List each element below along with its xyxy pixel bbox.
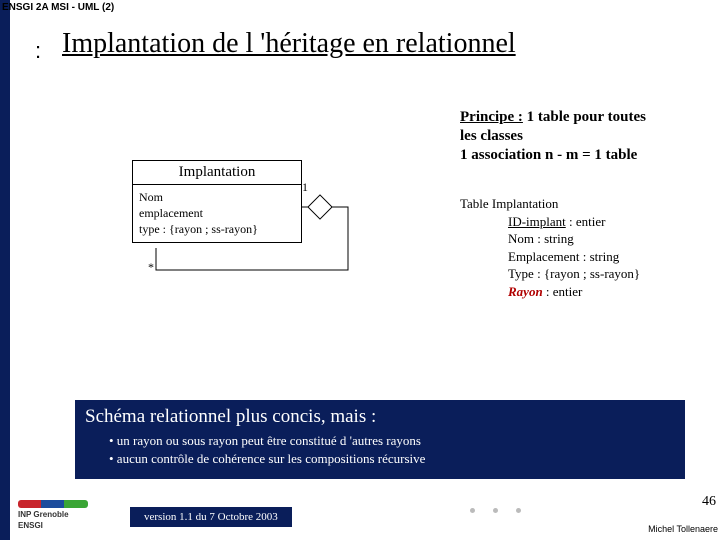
table-field-type: : string xyxy=(579,249,619,264)
table-extra-name: Rayon xyxy=(508,284,543,299)
table-field-type: : entier xyxy=(566,214,606,229)
principle-line2: les classes xyxy=(460,128,523,144)
uml-attr: Nom xyxy=(139,189,295,205)
table-field: Type : {rayon ; ss-rayon} xyxy=(460,265,640,283)
table-field-name: Nom xyxy=(508,231,534,246)
left-stripe xyxy=(0,0,10,540)
table-field: ID-implant : entier xyxy=(460,213,640,231)
table-field: Nom : string xyxy=(460,230,640,248)
table-field-name: ID-implant xyxy=(508,214,566,229)
principle-text: Principe : 1 table pour toutes les class… xyxy=(460,108,646,164)
table-field-type: : string xyxy=(534,231,574,246)
uml-class-name: Implantation xyxy=(133,161,301,185)
principle-label: Principe : xyxy=(460,109,523,125)
table-field-name: Emplacement xyxy=(508,249,579,264)
page-number: 46 xyxy=(702,494,716,510)
principle-line1: 1 table pour toutes xyxy=(523,109,646,125)
conclusion-item: • un rayon ou sous rayon peut être const… xyxy=(109,432,675,450)
conclusion-box: Schéma relationnel plus concis, mais : •… xyxy=(75,400,685,479)
logo: INP Grenoble ENSGI xyxy=(18,500,88,530)
table-extra-type: : entier xyxy=(546,284,582,299)
table-field-name: Type xyxy=(508,266,534,281)
decorative-dots xyxy=(470,500,539,518)
multiplicity-star: * xyxy=(148,260,154,275)
table-description: Table Implantation ID-implant : entierNo… xyxy=(460,195,640,300)
multiplicity-one: 1 xyxy=(302,180,308,195)
colon: : xyxy=(35,38,41,64)
logo-bar-icon xyxy=(18,500,88,508)
conclusion-item: • aucun contrôle de cohérence sur les co… xyxy=(109,450,675,468)
logo-line2: ENSGI xyxy=(18,521,88,530)
uml-class-box: Implantation Nomemplacementtype : {rayon… xyxy=(132,160,302,243)
page-title: Implantation de l 'héritage en relationn… xyxy=(62,28,516,60)
principle-line3: 1 association n - m = 1 table xyxy=(460,147,637,163)
conclusion-list: • un rayon ou sous rayon peut être const… xyxy=(85,432,675,467)
author-label: Michel Tollenaere xyxy=(648,524,718,534)
uml-aggregation-diamond xyxy=(307,194,332,219)
uml-attr: type : {rayon ; ss-rayon} xyxy=(139,221,295,237)
conclusion-title: Schéma relationnel plus concis, mais : xyxy=(85,406,675,428)
uml-attr: emplacement xyxy=(139,205,295,221)
version-label: version 1.1 du 7 Octobre 2003 xyxy=(130,507,292,527)
logo-line1: INP Grenoble xyxy=(18,510,88,519)
uml-attributes: Nomemplacementtype : {rayon ; ss-rayon} xyxy=(133,185,301,242)
table-field: Emplacement : string xyxy=(460,248,640,266)
course-header: ENSGI 2A MSI - UML (2) xyxy=(2,2,114,13)
table-field-type: : {rayon ; ss-rayon} xyxy=(534,266,640,281)
table-title: Table Implantation xyxy=(460,196,558,211)
